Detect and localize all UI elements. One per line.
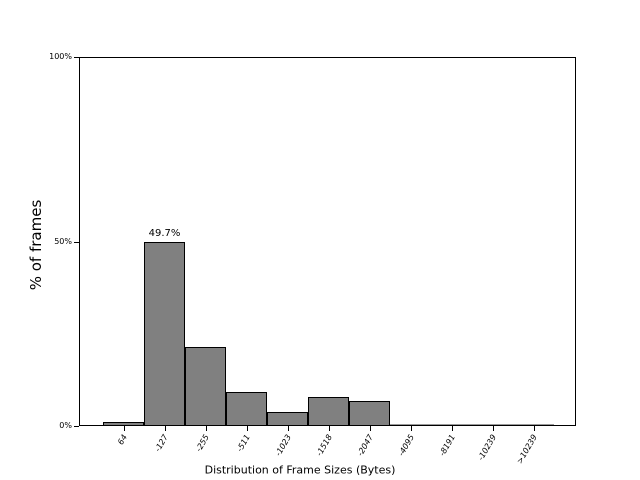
x-tick-label: -8191 <box>437 433 458 458</box>
bar--2047 <box>349 401 390 425</box>
bar--127 <box>144 242 185 425</box>
y-tick <box>74 426 79 427</box>
bar->10239 <box>513 424 554 425</box>
x-tick-label: -127 <box>153 433 171 454</box>
x-tick <box>493 426 494 431</box>
x-tick <box>452 426 453 431</box>
bar--255 <box>185 347 226 425</box>
bar--1518 <box>308 397 349 425</box>
x-tick <box>329 426 330 431</box>
bar--10239 <box>472 424 513 425</box>
x-tick-label: -511 <box>235 433 253 454</box>
y-tick-label: 0% <box>59 421 72 430</box>
bar-value-annotation: 49.7% <box>148 228 181 239</box>
x-tick-label: -10239 <box>476 433 499 463</box>
x-tick-label: -4095 <box>396 433 417 458</box>
bar--8191 <box>431 424 472 425</box>
bar-64 <box>103 422 144 425</box>
x-tick <box>411 426 412 431</box>
bar--4095 <box>390 424 431 425</box>
x-tick <box>165 426 166 431</box>
y-tick-label: 100% <box>49 52 72 61</box>
bar--1023 <box>267 412 308 425</box>
x-tick-label: >10239 <box>515 433 540 466</box>
x-tick-label: -1518 <box>314 433 335 458</box>
x-tick <box>124 426 125 431</box>
x-tick <box>206 426 207 431</box>
y-tick <box>74 242 79 243</box>
bar--511 <box>226 392 267 425</box>
y-tick-label: 50% <box>54 237 72 246</box>
x-tick-label: -2047 <box>355 433 376 458</box>
x-tick-label: -1023 <box>273 433 294 458</box>
x-tick <box>370 426 371 431</box>
x-tick-label: 64 <box>116 433 130 447</box>
x-tick-label: -255 <box>194 433 212 454</box>
y-axis-label: % of frames <box>27 199 45 291</box>
plot-area <box>79 57 576 426</box>
x-tick <box>288 426 289 431</box>
x-tick <box>247 426 248 431</box>
x-tick <box>534 426 535 431</box>
x-axis-label: Distribution of Frame Sizes (Bytes) <box>204 463 396 477</box>
y-tick <box>74 57 79 58</box>
